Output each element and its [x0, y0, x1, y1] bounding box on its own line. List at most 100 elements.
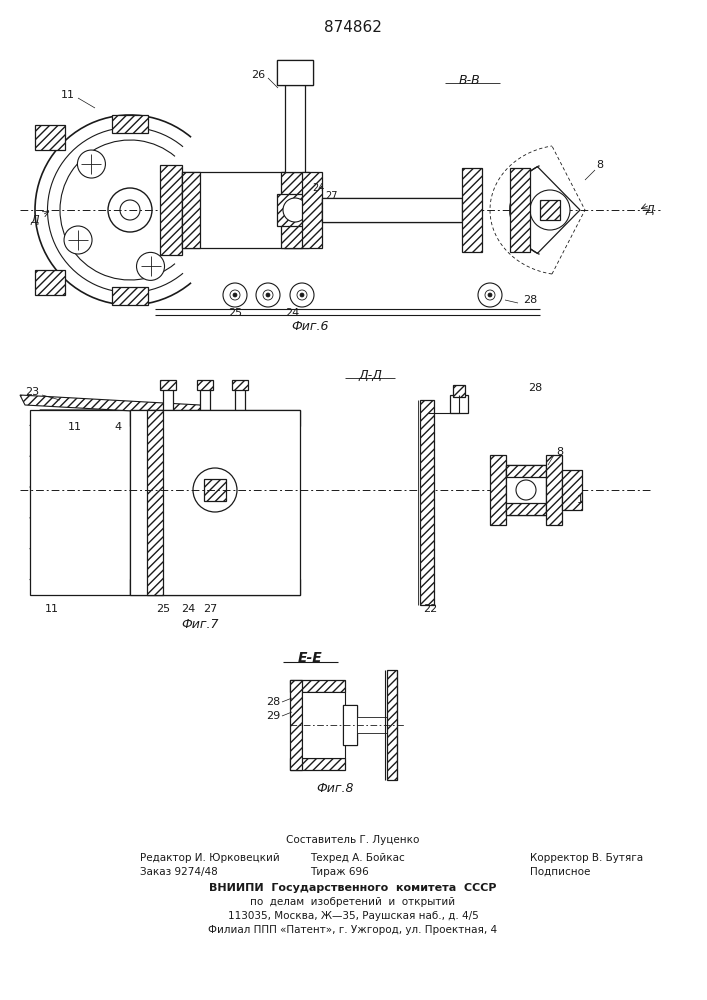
Circle shape	[297, 290, 307, 300]
Bar	[510, 168, 530, 252]
Text: 28: 28	[523, 295, 537, 305]
Bar	[200, 388, 210, 410]
Text: 26: 26	[251, 70, 265, 80]
Polygon shape	[30, 518, 130, 533]
Bar	[285, 70, 305, 172]
Circle shape	[223, 283, 247, 307]
Bar	[112, 115, 148, 133]
Polygon shape	[30, 502, 130, 518]
Bar	[322, 198, 462, 210]
Circle shape	[300, 293, 304, 297]
Bar	[277, 194, 313, 226]
Bar	[130, 579, 300, 595]
Bar	[232, 380, 248, 390]
Circle shape	[233, 293, 237, 297]
Text: 4: 4	[115, 422, 122, 432]
Text: Филиал ППП «Патент», г. Ужгород, ул. Проектная, 4: Филиал ППП «Патент», г. Ужгород, ул. Про…	[209, 925, 498, 935]
Bar	[506, 465, 546, 477]
Polygon shape	[30, 502, 130, 518]
Bar	[540, 200, 560, 220]
Bar	[302, 692, 345, 758]
Bar	[182, 172, 302, 248]
Text: Фиг.6: Фиг.6	[291, 320, 329, 334]
Text: 25: 25	[156, 604, 170, 614]
Circle shape	[256, 283, 280, 307]
Text: Д-Д: Д-Д	[358, 368, 382, 381]
Bar	[277, 60, 313, 85]
Circle shape	[120, 200, 140, 220]
Text: 11: 11	[45, 604, 59, 614]
Text: 27: 27	[326, 191, 338, 201]
Bar	[290, 680, 302, 770]
Bar	[281, 172, 309, 202]
Text: Тираж 696: Тираж 696	[310, 867, 369, 877]
Text: ВНИИПИ  Государственного  комитета  СССР: ВНИИПИ Государственного комитета СССР	[209, 883, 497, 893]
Bar	[420, 400, 434, 605]
Bar	[453, 385, 465, 397]
Bar	[506, 503, 546, 515]
Bar	[343, 705, 357, 745]
Text: 29: 29	[266, 711, 280, 721]
Text: 874862: 874862	[324, 20, 382, 35]
Bar	[387, 670, 397, 780]
Text: 113035, Москва, Ж—35, Раушская наб., д. 4/5: 113035, Москва, Ж—35, Раушская наб., д. …	[228, 911, 479, 921]
Circle shape	[488, 293, 492, 297]
Bar	[35, 270, 65, 295]
Polygon shape	[30, 533, 130, 549]
Polygon shape	[20, 395, 205, 415]
Text: 27: 27	[203, 604, 217, 614]
Bar	[506, 465, 546, 515]
Polygon shape	[30, 456, 130, 472]
Polygon shape	[30, 487, 130, 502]
Bar	[290, 758, 345, 770]
Text: 23: 23	[25, 387, 39, 397]
Text: Заказ 9274/48: Заказ 9274/48	[140, 867, 218, 877]
Circle shape	[516, 480, 536, 500]
Bar	[450, 395, 468, 413]
Polygon shape	[30, 410, 130, 425]
Circle shape	[266, 293, 270, 297]
Text: 1: 1	[576, 495, 583, 505]
Circle shape	[530, 190, 570, 230]
Text: 24: 24	[285, 308, 299, 318]
Text: Редактор И. Юрковецкий: Редактор И. Юрковецкий	[140, 853, 280, 863]
Bar	[284, 172, 302, 248]
Text: Е-Е: Е-Е	[298, 651, 322, 665]
Bar	[546, 455, 562, 525]
Bar	[277, 60, 313, 85]
Circle shape	[283, 198, 307, 222]
Polygon shape	[30, 564, 130, 580]
Text: Д: Д	[645, 205, 655, 215]
Bar	[290, 680, 345, 692]
Bar	[112, 287, 148, 305]
Text: Фиг.8: Фиг.8	[316, 782, 354, 794]
Bar	[182, 172, 200, 248]
Text: 8: 8	[597, 160, 604, 170]
Polygon shape	[30, 472, 130, 487]
Bar	[160, 165, 182, 255]
Circle shape	[290, 283, 314, 307]
Text: 28: 28	[528, 383, 542, 393]
Bar	[147, 410, 163, 595]
Polygon shape	[30, 472, 130, 487]
Bar	[163, 388, 173, 410]
Polygon shape	[30, 410, 130, 425]
Circle shape	[478, 283, 502, 307]
Polygon shape	[30, 425, 130, 441]
Circle shape	[193, 468, 237, 512]
Polygon shape	[30, 441, 130, 456]
Circle shape	[108, 188, 152, 232]
Bar	[322, 210, 462, 222]
Text: 25: 25	[228, 308, 242, 318]
Text: 8: 8	[556, 447, 563, 457]
Text: Корректор В. Бутяга: Корректор В. Бутяга	[530, 853, 643, 863]
Text: 22: 22	[423, 604, 437, 614]
Bar	[160, 380, 176, 390]
Text: Составитель Г. Луценко: Составитель Г. Луценко	[286, 835, 420, 845]
Circle shape	[64, 226, 92, 254]
Bar	[302, 172, 322, 248]
Bar	[235, 388, 245, 410]
Text: Д: Д	[30, 215, 40, 225]
Bar	[322, 198, 462, 222]
Text: 11: 11	[61, 90, 75, 100]
